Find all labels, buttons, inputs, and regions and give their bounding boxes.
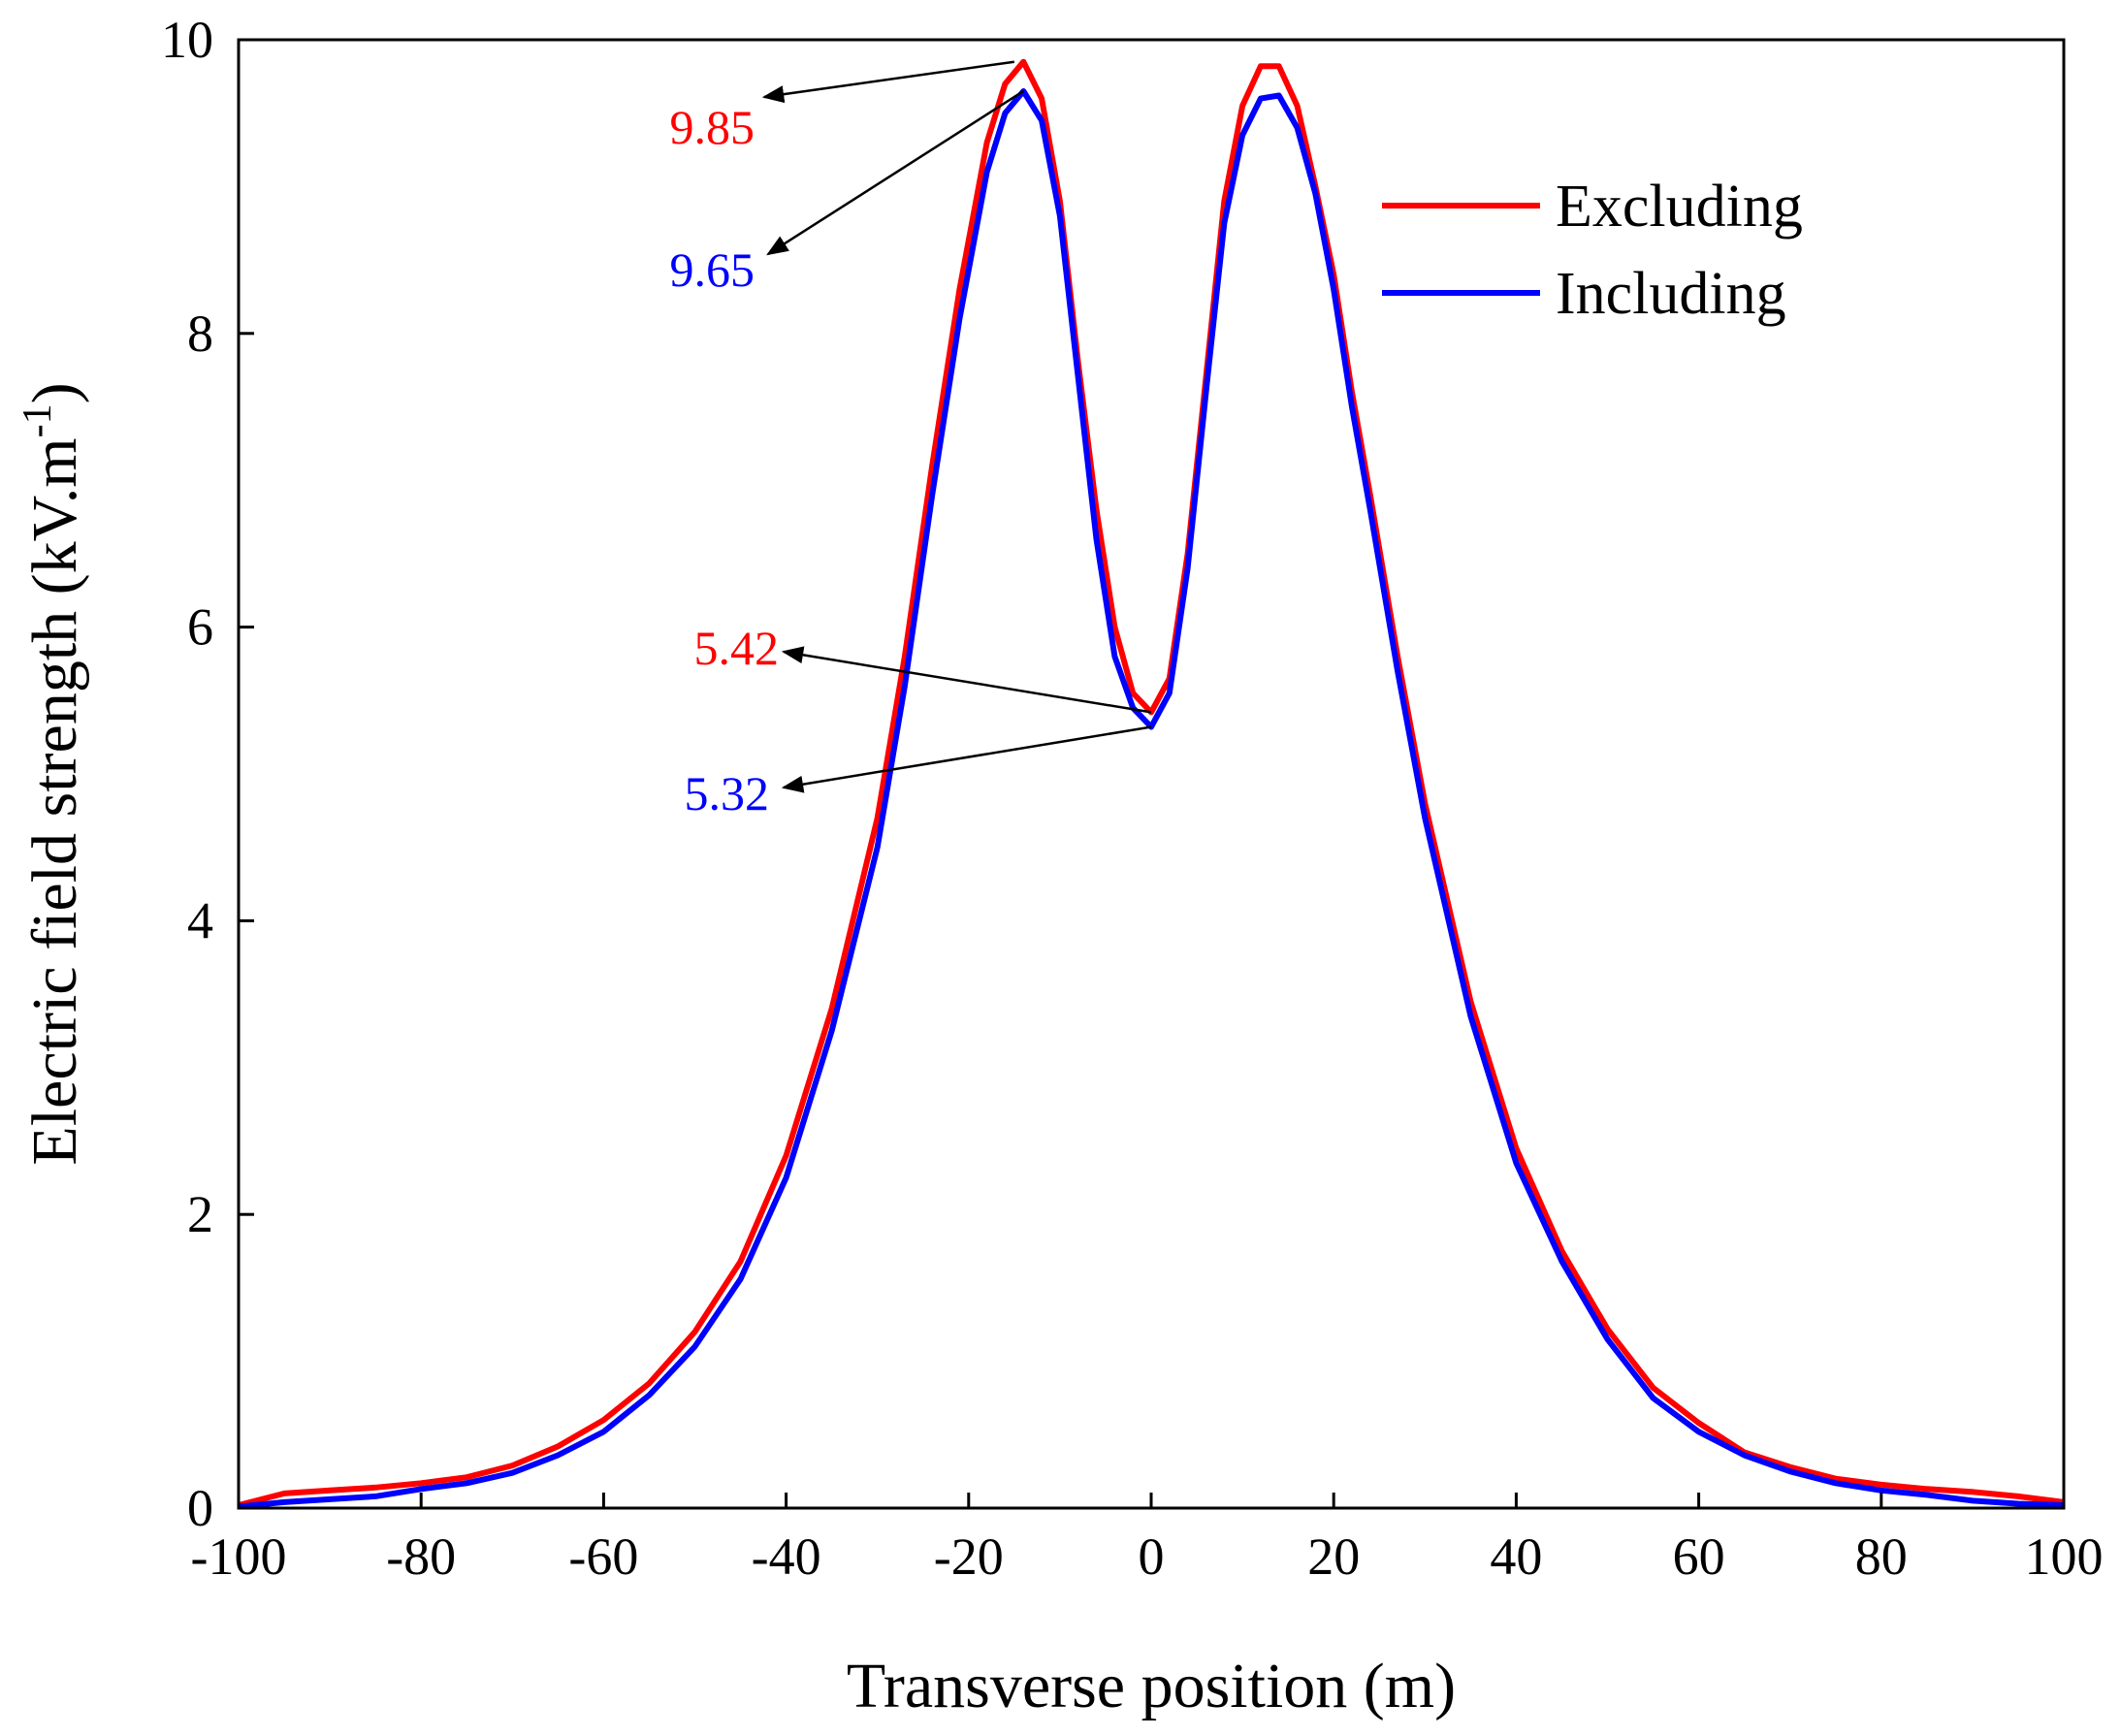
x-tick-label: 60 [1673, 1527, 1725, 1586]
x-tick-label: 80 [1855, 1527, 1908, 1586]
x-tick-label: -80 [386, 1527, 456, 1586]
x-axis: -100 -80 -60 -40 -20 0 20 40 60 80 100 [191, 1493, 2104, 1586]
y-tick-label: 8 [187, 305, 213, 363]
x-tick-label: 0 [1139, 1527, 1165, 1586]
y-tick-label: 6 [187, 598, 213, 657]
x-axis-title: Transverse position (m) [847, 1651, 1456, 1721]
annotation-arrow [766, 89, 1024, 256]
y-tick-label: 10 [161, 11, 213, 69]
legend-label-excluding: Excluding [1556, 174, 1803, 240]
y-axis-title: Electric field strength (kV.m-1) [16, 382, 90, 1165]
legend: Excluding Including [1382, 174, 1803, 327]
annotation-label: 9.65 [670, 242, 755, 297]
x-tick-label: 20 [1307, 1527, 1360, 1586]
annotation-label: 9.85 [670, 100, 755, 154]
series-line-including [238, 88, 2065, 1510]
series-line-excluding [238, 58, 2065, 1508]
plot-area [238, 58, 2065, 1510]
x-tick-label: -60 [568, 1527, 638, 1586]
x-tick-label: 40 [1490, 1527, 1542, 1586]
annotation-label: 5.32 [685, 766, 770, 820]
y-axis-title-close: ) [19, 382, 90, 403]
y-tick-label: 2 [187, 1185, 213, 1243]
y-tick-label: 0 [187, 1479, 213, 1537]
y-axis-title-superscript: -1 [16, 403, 60, 437]
y-axis: 0 2 4 6 8 10 [161, 11, 254, 1537]
y-tick-label: 4 [187, 891, 213, 949]
annotation-arrow [781, 646, 1152, 714]
annotation-label: 5.42 [694, 621, 780, 675]
annotations: 9.85 9.65 5.42 5.32 [670, 60, 1152, 820]
annotation-arrow [761, 60, 1015, 104]
x-tick-label: -100 [191, 1527, 287, 1586]
x-tick-label: 100 [2025, 1527, 2104, 1586]
y-axis-title-main: Electric field strength (kV.m [19, 437, 90, 1165]
plot-frame [237, 38, 2066, 1510]
x-tick-label: -20 [934, 1527, 1004, 1586]
legend-label-including: Including [1556, 261, 1786, 327]
x-tick-label: -40 [752, 1527, 821, 1586]
annotation-arrow [781, 725, 1152, 793]
